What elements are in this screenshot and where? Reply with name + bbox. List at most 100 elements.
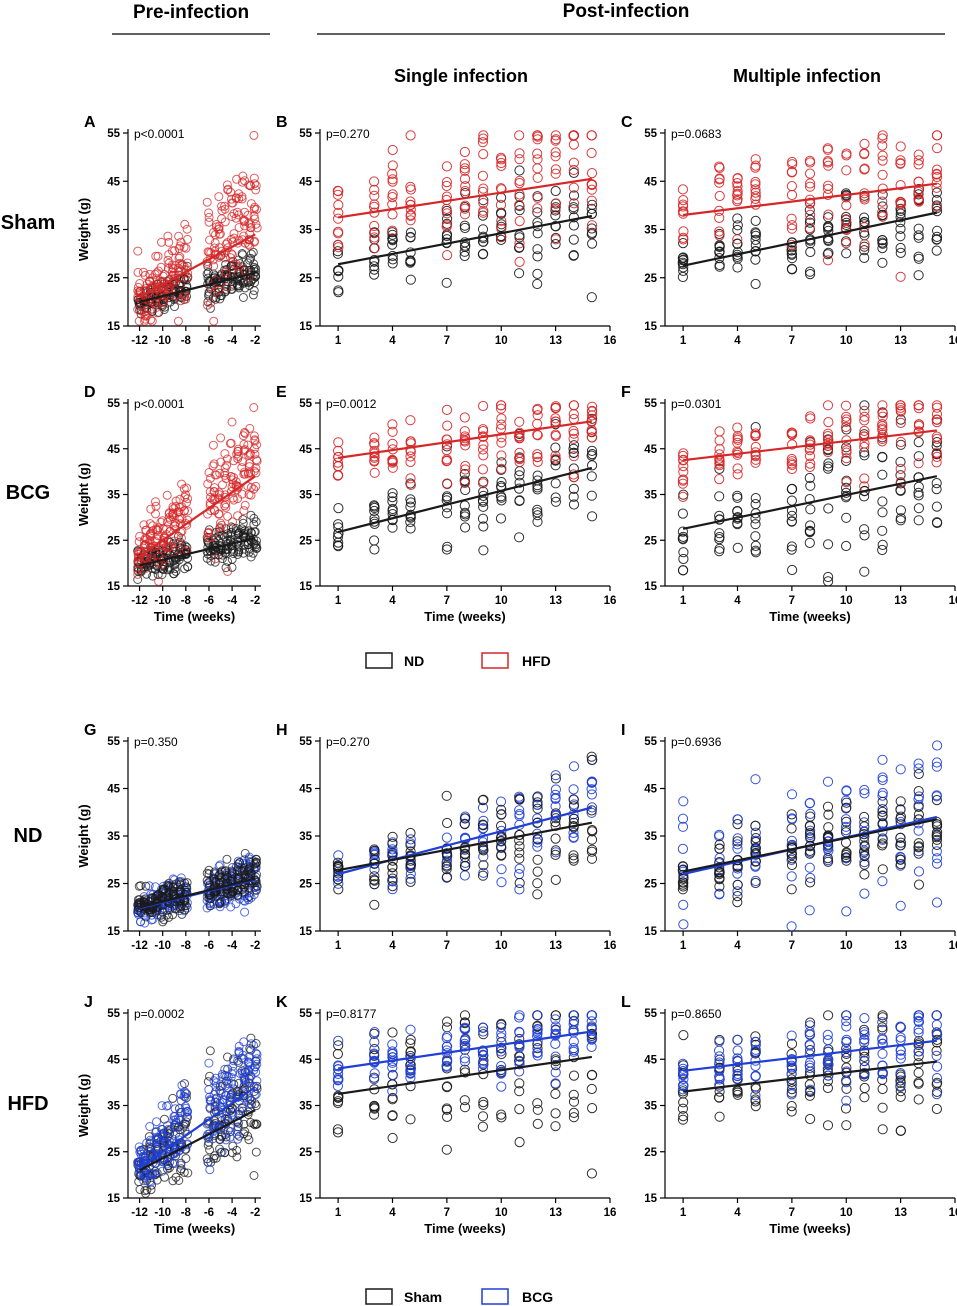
y-axis-label: Weight (g) — [76, 198, 91, 261]
data-point — [878, 526, 887, 535]
data-point — [479, 427, 488, 436]
x-tick-label: -12 — [131, 595, 148, 607]
panel-G: Gp=0.3501525354555-12 -10 -8 -6 -4 -2Weight (… — [76, 722, 261, 952]
x-tick-label: 1 — [680, 940, 687, 952]
pre-infection-header: Pre-infection — [133, 2, 249, 23]
panel-H: Hp=0.27015253545551 4 7 10 13 16 — [276, 722, 616, 952]
x-tick-label: 16 — [949, 335, 957, 347]
data-point — [134, 247, 142, 255]
data-point — [443, 480, 452, 489]
data-point — [334, 272, 343, 281]
data-point — [388, 863, 397, 872]
legend-swatch-nd — [366, 653, 392, 668]
legend-bottom: Sham BCG — [366, 1289, 553, 1305]
data-point — [370, 177, 379, 186]
data-point — [787, 790, 796, 799]
data-point — [878, 470, 887, 479]
data-point — [515, 166, 524, 175]
data-point — [388, 161, 397, 170]
x-tick-label: -12 — [131, 1207, 148, 1219]
data-point — [587, 1042, 596, 1051]
data-point — [860, 139, 869, 148]
data-point — [860, 401, 869, 410]
data-point — [896, 765, 905, 774]
data-point — [217, 434, 225, 442]
figure-canvas: Pre-infection Post-infection Single infe… — [0, 0, 957, 1306]
x-tick-label: 13 — [549, 1207, 562, 1219]
data-point — [497, 1082, 506, 1091]
data-point — [896, 232, 905, 241]
panel-I: Ip=0.69361525354555147101316 — [621, 722, 957, 952]
x-tick-label: 4 — [734, 335, 741, 347]
data-point — [442, 405, 451, 414]
data-point — [806, 247, 815, 256]
x-tick-label: 7 — [789, 1207, 795, 1219]
data-point — [240, 507, 248, 515]
data-point — [787, 517, 796, 526]
y-tick-label: 35 — [299, 831, 312, 843]
data-point — [733, 493, 742, 502]
data-point — [878, 1049, 887, 1058]
data-point — [460, 871, 469, 880]
data-point — [751, 821, 760, 830]
data-point — [587, 131, 596, 140]
data-point — [370, 244, 379, 253]
data-point — [515, 179, 524, 188]
panels: Ap<0.00011525354555-12 -10 -8 -6 -4 -2Weight … — [76, 114, 957, 1236]
data-point — [153, 1118, 161, 1126]
x-tick-label: 16 — [949, 595, 957, 607]
p-value-label: p=0.0012 — [326, 397, 377, 411]
data-point — [587, 1084, 596, 1093]
y-tick-label: 55 — [107, 1008, 120, 1020]
data-point — [460, 413, 469, 422]
panel-A: Ap<0.00011525354555-12 -10 -8 -6 -4 -2Weight … — [76, 114, 261, 347]
data-point — [205, 1059, 213, 1067]
data-point — [878, 1103, 887, 1112]
data-point — [914, 252, 923, 261]
data-point — [860, 149, 869, 158]
x-tick-label: 13 — [549, 335, 562, 347]
data-point — [442, 278, 451, 287]
legend-label-hfd: HFD — [522, 653, 551, 669]
p-value-label: p=0.270 — [326, 735, 370, 749]
p-value-label: p=0.8177 — [326, 1007, 377, 1021]
data-point — [715, 475, 724, 484]
data-point — [733, 1035, 742, 1044]
x-tick-label: 10 — [495, 940, 508, 952]
data-point — [388, 210, 397, 219]
data-point — [715, 1112, 724, 1121]
y-tick-label: 45 — [107, 176, 120, 188]
data-point — [678, 566, 687, 575]
data-point — [860, 812, 869, 821]
p-value-label: p<0.0001 — [134, 127, 185, 141]
y-tick-label: 55 — [299, 128, 312, 140]
data-point — [787, 885, 796, 894]
panel-C: Cp=0.06831525354555147101316 — [621, 114, 957, 347]
data-point — [533, 1011, 542, 1020]
data-point — [240, 1038, 248, 1046]
data-point — [497, 451, 506, 460]
data-point — [805, 538, 814, 547]
x-tick-label: -4 — [227, 1207, 238, 1219]
data-point — [823, 777, 832, 786]
data-point — [533, 173, 542, 182]
data-point — [587, 1169, 596, 1178]
x-tick-label: -10 — [154, 1207, 171, 1219]
data-point — [478, 465, 487, 474]
y-tick-label: 35 — [644, 831, 657, 843]
data-point — [860, 1014, 869, 1023]
data-point — [569, 401, 578, 410]
row-label-bcg: BCG — [6, 482, 50, 504]
y-tick-label: 25 — [107, 535, 120, 547]
y-axis-label: Weight (g) — [76, 463, 91, 526]
data-point — [515, 176, 524, 185]
x-tick-label: 1 — [335, 940, 342, 952]
data-point — [551, 1122, 560, 1131]
data-point — [203, 198, 211, 206]
p-value-label: p=0.350 — [134, 735, 178, 749]
x-tick-label: 1 — [335, 335, 342, 347]
data-point — [406, 416, 415, 425]
x-tick-label: -12 — [131, 335, 148, 347]
data-point — [914, 438, 923, 447]
x-tick-label: 7 — [444, 940, 450, 952]
